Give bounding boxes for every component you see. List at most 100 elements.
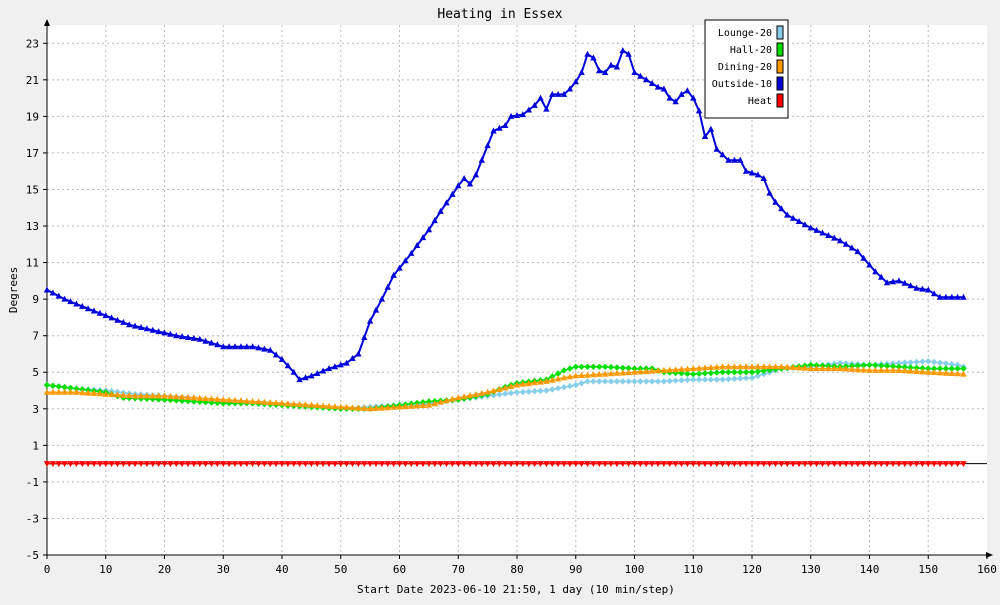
data-point-dining-20 bbox=[737, 363, 744, 370]
data-point-dining-20 bbox=[866, 366, 873, 373]
data-point-dining-20 bbox=[61, 388, 68, 395]
data-point-dining-20 bbox=[901, 367, 908, 374]
data-point-lounge-20 bbox=[672, 377, 679, 384]
data-point-outside-10 bbox=[549, 90, 556, 97]
data-point-lounge-20 bbox=[925, 358, 932, 365]
data-point-hall-20 bbox=[942, 365, 950, 372]
data-point-dining-20 bbox=[895, 366, 903, 373]
chart-title: Heating in Essex bbox=[437, 7, 562, 22]
data-point-heat bbox=[925, 461, 932, 468]
data-point-dining-20 bbox=[819, 365, 826, 372]
data-point-dining-20 bbox=[925, 368, 932, 375]
data-point-heat bbox=[378, 461, 386, 468]
data-point-outside-10 bbox=[396, 264, 403, 271]
data-point-outside-10 bbox=[372, 306, 380, 313]
data-point-hall-20 bbox=[901, 363, 908, 371]
data-point-hall-20 bbox=[61, 384, 68, 391]
data-point-outside-10 bbox=[919, 285, 926, 292]
data-point-dining-20 bbox=[214, 395, 221, 402]
data-point-outside-10 bbox=[278, 355, 286, 362]
data-point-lounge-20 bbox=[742, 374, 750, 382]
data-point-hall-20 bbox=[554, 370, 562, 377]
legend-label: Outside-10 bbox=[712, 79, 772, 90]
data-point-heat bbox=[807, 461, 814, 468]
data-point-outside-10 bbox=[208, 339, 215, 346]
data-point-dining-20 bbox=[760, 363, 767, 370]
data-point-lounge-20 bbox=[737, 375, 744, 382]
data-point-dining-20 bbox=[596, 370, 603, 377]
data-point-outside-10 bbox=[731, 156, 738, 163]
data-point-dining-20 bbox=[872, 366, 879, 373]
data-point-outside-10 bbox=[748, 169, 756, 176]
data-point-hall-20 bbox=[684, 370, 691, 377]
data-point-heat bbox=[390, 461, 397, 468]
data-point-heat bbox=[725, 461, 732, 468]
data-point-heat bbox=[325, 461, 333, 468]
data-point-heat bbox=[537, 461, 544, 468]
data-point-lounge-20 bbox=[725, 376, 732, 383]
data-point-outside-10 bbox=[619, 47, 626, 54]
data-point-heat bbox=[819, 461, 826, 468]
data-point-outside-10 bbox=[108, 314, 115, 321]
data-point-heat bbox=[795, 461, 803, 468]
data-point-heat bbox=[302, 461, 309, 468]
data-point-heat bbox=[584, 461, 591, 468]
data-point-lounge-20 bbox=[625, 378, 632, 385]
data-point-heat bbox=[237, 461, 245, 468]
y-tick-label: 9 bbox=[32, 293, 39, 306]
data-point-outside-10 bbox=[631, 69, 638, 75]
data-point-heat bbox=[131, 461, 139, 468]
data-point-heat bbox=[772, 461, 779, 468]
data-point-hall-20 bbox=[936, 365, 944, 372]
data-point-dining-20 bbox=[455, 394, 462, 401]
data-point-dining-20 bbox=[496, 385, 503, 392]
data-point-heat bbox=[278, 461, 286, 468]
data-point-dining-20 bbox=[954, 370, 961, 377]
data-point-dining-20 bbox=[361, 404, 368, 411]
data-point-dining-20 bbox=[672, 366, 679, 373]
data-point-heat bbox=[678, 461, 685, 468]
data-point-heat bbox=[572, 461, 579, 468]
data-point-heat bbox=[361, 461, 368, 468]
data-point-outside-10 bbox=[284, 362, 292, 369]
data-point-outside-10 bbox=[596, 67, 603, 74]
data-point-heat bbox=[308, 461, 315, 468]
data-point-hall-20 bbox=[578, 363, 585, 370]
data-point-dining-20 bbox=[566, 373, 574, 380]
data-point-heat bbox=[96, 461, 104, 468]
data-point-heat bbox=[290, 461, 297, 468]
data-point-lounge-20 bbox=[525, 388, 532, 395]
data-point-dining-20 bbox=[643, 368, 650, 374]
data-point-dining-20 bbox=[766, 363, 773, 370]
data-point-heat bbox=[578, 461, 585, 468]
data-point-dining-20 bbox=[314, 402, 321, 408]
y-tick-label: 17 bbox=[26, 147, 39, 160]
data-point-heat bbox=[73, 461, 80, 468]
data-point-heat bbox=[478, 461, 485, 468]
data-point-hall-20 bbox=[184, 397, 192, 405]
data-point-outside-10 bbox=[519, 111, 527, 118]
data-point-heat bbox=[419, 461, 427, 468]
data-point-outside-10 bbox=[913, 284, 920, 291]
data-point-outside-10 bbox=[789, 214, 797, 221]
data-point-heat bbox=[372, 461, 380, 468]
data-point-dining-20 bbox=[390, 403, 397, 410]
data-point-outside-10 bbox=[819, 229, 826, 236]
data-point-heat bbox=[942, 461, 950, 468]
data-point-hall-20 bbox=[161, 396, 168, 403]
data-point-hall-20 bbox=[713, 369, 720, 376]
data-point-outside-10 bbox=[161, 329, 168, 336]
data-point-dining-20 bbox=[648, 367, 656, 374]
data-point-outside-10 bbox=[55, 292, 62, 299]
data-point-outside-10 bbox=[73, 300, 80, 307]
y-tick-label: 11 bbox=[26, 257, 39, 270]
legend-label: Hall-20 bbox=[730, 45, 772, 56]
data-point-outside-10 bbox=[355, 350, 362, 357]
y-tick-label: 15 bbox=[26, 183, 39, 196]
data-point-outside-10 bbox=[637, 72, 644, 79]
data-point-outside-10 bbox=[601, 69, 609, 75]
data-point-heat bbox=[413, 461, 421, 468]
x-tick-label: 80 bbox=[510, 563, 523, 576]
data-point-lounge-20 bbox=[954, 361, 961, 369]
data-point-heat bbox=[525, 461, 532, 468]
